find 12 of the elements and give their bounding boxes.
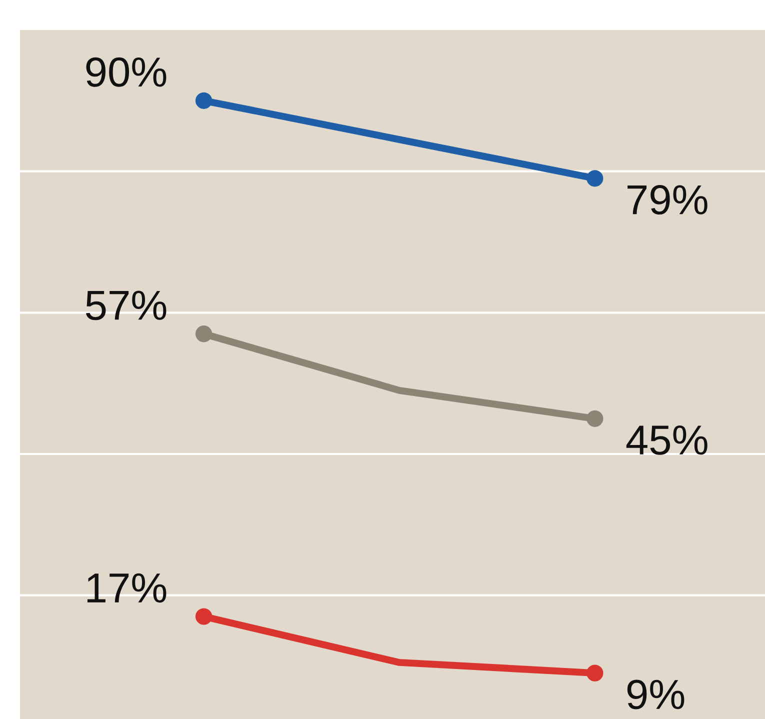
point <box>195 92 212 109</box>
point <box>195 326 212 342</box>
data-label: 79% <box>628 185 708 215</box>
data-label: 17% <box>87 573 166 603</box>
point <box>586 170 604 187</box>
data-label: 57% <box>86 290 166 320</box>
point <box>586 410 604 427</box>
data-label: 90% <box>86 57 166 87</box>
data-label: 9% <box>627 680 684 710</box>
point <box>195 608 212 625</box>
point <box>586 664 604 682</box>
data-label: 45% <box>626 426 708 455</box>
